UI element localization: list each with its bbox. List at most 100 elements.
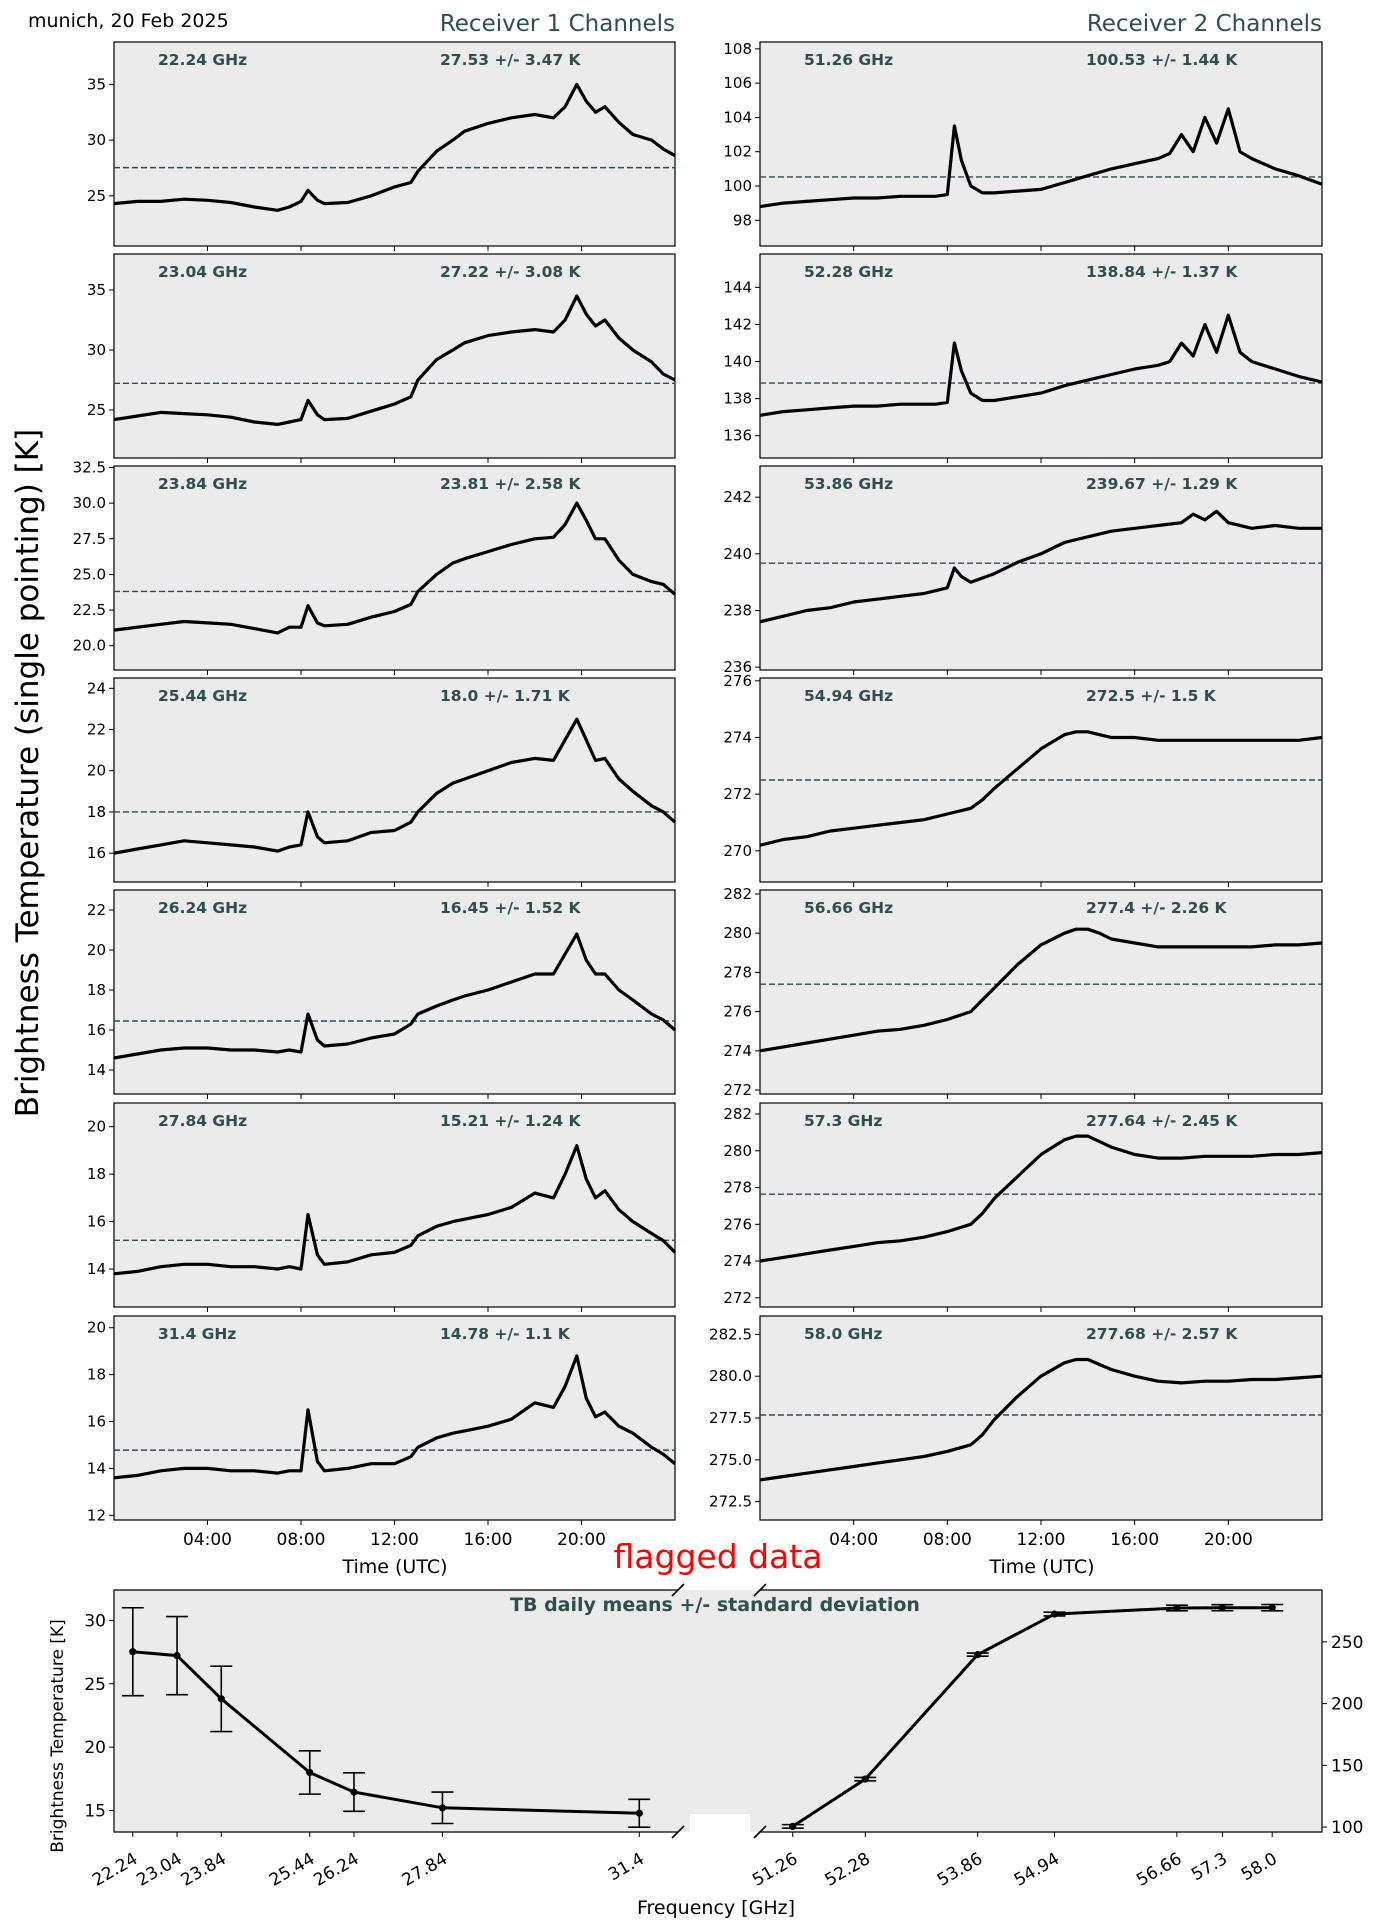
summary-left-ytick-label-3: 30 (84, 1611, 106, 1631)
rx2-panel-4-background (759, 889, 1323, 1095)
shared-y-axis-label: Brightness Temperature (single pointing)… (10, 429, 46, 1117)
summary-rx2-point-6 (1268, 1604, 1276, 1612)
rx2-panel-1-series-line (759, 313, 1323, 417)
summary-rx2-xtick-label-1: 52.28 (822, 1849, 874, 1891)
rx2-panel-4-series-line (759, 927, 1323, 1053)
rx2-panel-5-series-line (759, 1134, 1323, 1263)
rx1-panel-0-ytick-label-0: 25 (87, 187, 106, 205)
rx1-panel-2-ytick-label-5: 32.5 (73, 458, 106, 476)
rx1-panel-1-background (113, 253, 676, 459)
rx2-xtick-label-2: 12:00 (1017, 1530, 1066, 1550)
summary-right-ytick-label-1: 150 (1331, 1756, 1363, 1776)
summary-rx1-point-2 (217, 1695, 225, 1703)
summary-rx2-point-0 (789, 1822, 797, 1831)
rx1-panel-2-stat-label: 23.81 +/- 2.58 K (440, 475, 582, 493)
summary-rx1-xtick-label-4: 26.24 (310, 1849, 362, 1891)
rx1-panel-5-series-line (113, 1144, 677, 1276)
rx1-panel-0-ytick-label-1: 30 (87, 131, 106, 149)
rx1-time-x-axis-label: Time (UTC) (341, 1556, 447, 1578)
rx1-panel-0-series-line (113, 82, 676, 212)
summary-rx2-point-5 (1218, 1604, 1227, 1612)
rx2-panel-4-ytick-label-2: 276 (723, 1003, 752, 1021)
rx1-panel-6-background (113, 1315, 676, 1521)
summary-right-ytick-label-2: 200 (1331, 1695, 1363, 1715)
rx1-panel-2-ytick-label-0: 20.0 (73, 637, 106, 655)
rx2-panel-4-ytick-label-3: 278 (723, 963, 752, 981)
rx1-panel-2: 20.0 22.5 25.0 27.5 30.0 32.5 23.84 GHz 23.81 +… (73, 458, 677, 675)
rx1-panel-1-series-line (113, 294, 676, 426)
rx2-panel-6-ytick-label-0: 272.5 (709, 1493, 752, 1511)
rx2-panel-6-frequency-label: 58.0 GHz (804, 1325, 882, 1343)
rx2-panel-2-ytick-label-2: 240 (723, 545, 752, 563)
rx1-panel-4-ytick-label-1: 16 (87, 1021, 106, 1039)
summary-rx1-xtick-label-0: 22.24 (89, 1849, 141, 1891)
rx1-panel-3: 16 18 20 22 24 25.44 GHz 18.0 +/- 1.71 K (87, 677, 677, 887)
summary-rx2-point-1 (861, 1775, 869, 1783)
rx1-panel-5-frequency-label: 27.84 GHz (158, 1112, 247, 1130)
rx2-panel-0-ytick-label-4: 106 (723, 74, 752, 92)
rx2-panel-3-stat-label: 272.5 +/- 1.5 K (1086, 687, 1217, 705)
rx2-panel-0-ytick-label-3: 104 (723, 108, 752, 126)
rx2-panel-0-ytick-label-2: 102 (723, 143, 752, 161)
summary-left-ytick-label-0: 15 (84, 1801, 106, 1821)
rx2-panel-4-ytick-label-0: 272 (723, 1081, 752, 1099)
rx2-panel-2-series-line (759, 509, 1322, 624)
summary-rx2-xtick-label-0: 51.26 (749, 1849, 801, 1891)
rx2-panel-1-ytick-label-0: 136 (723, 427, 752, 445)
summary-rx2-xtick-label-2: 53.86 (934, 1849, 986, 1891)
axis-break-mark-2 (753, 1583, 767, 1597)
rx1-panel-0-stat-label: 27.53 +/- 3.47 K (440, 51, 582, 69)
rx2-panel-5-ytick-label-5: 282 (723, 1105, 752, 1123)
rx1-xtick-label-3: 16:00 (464, 1530, 513, 1550)
rx1-panel-4-stat-label: 16.45 +/- 1.52 K (440, 899, 582, 917)
rx1-panel-3-ytick-label-3: 22 (87, 721, 106, 739)
rx2-panel-4-ytick-label-1: 274 (723, 1042, 752, 1060)
rx1-panel-6-ytick-label-4: 20 (87, 1319, 106, 1337)
summary-rx2-xtick-label-5: 57.3 (1188, 1849, 1231, 1885)
rx2-panel-5-ytick-label-3: 278 (723, 1179, 752, 1197)
rx1-panel-1-ytick-label-0: 25 (87, 401, 106, 419)
rx1-panel-5-ytick-label-3: 20 (87, 1118, 106, 1136)
rx2-panel-1-ytick-label-1: 138 (723, 390, 752, 408)
rx1-panel-4: 14 16 18 20 22 26.24 GHz 16.45 +/- 1.52 K (87, 889, 677, 1099)
rx1-panel-4-ytick-label-2: 18 (87, 981, 106, 999)
rx2-panel-0-ytick-label-5: 108 (723, 40, 752, 58)
rx2-panel-1-frequency-label: 52.28 GHz (804, 263, 893, 281)
rx2-panel-3-ytick-label-2: 274 (723, 729, 752, 747)
rx2-panel-2-stat-label: 239.67 +/- 1.29 K (1086, 475, 1238, 493)
rx1-panel-3-stat-label: 18.0 +/- 1.71 K (440, 687, 571, 705)
summary-rx1-point-5 (438, 1804, 447, 1812)
rx1-panel-4-background (113, 889, 676, 1095)
rx1-panel-2-series-line (113, 501, 677, 635)
summary-rx1-xtick-label-5: 27.84 (399, 1849, 451, 1891)
rx2-panel-4-ytick-label-4: 280 (723, 924, 752, 942)
rx1-panel-3-series-line (113, 717, 677, 855)
rx1-panel-2-frequency-label: 23.84 GHz (158, 475, 247, 493)
rx1-panel-1-stat-label: 27.22 +/- 3.08 K (440, 263, 582, 281)
summary-rx1-point-1 (173, 1652, 181, 1660)
rx2-xtick-label-4: 20:00 (1204, 1530, 1253, 1550)
rx2-panel-6-ytick-label-2: 277.5 (709, 1409, 752, 1427)
rx2-panel-0-series-line (759, 107, 1323, 209)
rx2-panel-6-stat-label: 277.68 +/- 2.57 K (1086, 1325, 1238, 1343)
rx2-panel-6-ytick-label-4: 282.5 (709, 1325, 752, 1343)
rx1-panel-2-ytick-label-3: 27.5 (73, 530, 106, 548)
summary-frame-0 (113, 1589, 678, 1833)
rx2-panel-6-series-line (759, 1357, 1323, 1482)
summary-right-ytick-label-0: 100 (1331, 1818, 1363, 1838)
summary-rx1-point-6 (635, 1809, 643, 1817)
rx2-panel-4-stat-label: 277.4 +/- 2.26 K (1086, 899, 1228, 917)
receiver1-panels: 25 30 35 22.24 GHz 27.53 +/- 3.47 K 25 30 35 23.… (73, 41, 677, 1550)
rx2-panel-4: 272 274 276 278 280 282 56.66 GHz 277.4 +/- 2.2… (723, 885, 1323, 1099)
rx2-panel-0-stat-label: 100.53 +/- 1.44 K (1086, 51, 1238, 69)
rx1-panel-3-ytick-label-2: 20 (87, 762, 106, 780)
rx1-xtick-label-2: 12:00 (370, 1530, 419, 1550)
rx1-panel-0-ytick-label-2: 35 (87, 75, 106, 93)
rx1-panel-5: 14 16 18 20 27.84 GHz 15.21 +/- 1.24 K (87, 1102, 677, 1312)
rx1-panel-3-background (113, 677, 676, 883)
rx2-panel-2-ytick-label-1: 238 (723, 602, 752, 620)
rx2-panel-5-ytick-label-4: 280 (723, 1142, 752, 1160)
summary-rx2-point-3 (1050, 1610, 1059, 1618)
